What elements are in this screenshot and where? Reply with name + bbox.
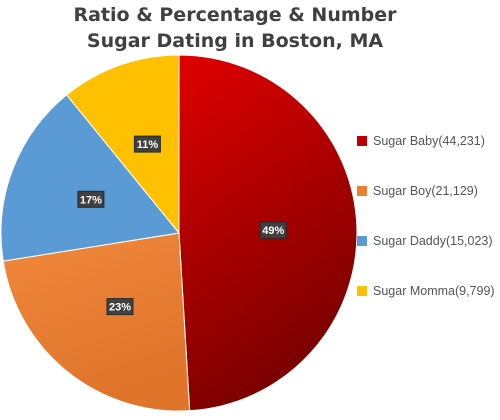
legend-swatch <box>357 136 367 146</box>
chart-title-line-2: Sugar Dating in Boston, MA <box>86 30 384 52</box>
legend-label: Sugar Baby(44,231) <box>373 134 485 148</box>
chart-title: Ratio & Percentage & Number Sugar Dating… <box>0 2 470 54</box>
legend-swatch <box>357 186 367 196</box>
legend-swatch <box>357 236 367 246</box>
legend-label: Sugar Boy(21,129) <box>373 184 478 198</box>
pie-slice-sugar-daddy <box>0 94 180 262</box>
pie-slice-sugar-boy <box>2 232 191 412</box>
data-label-box <box>133 135 161 153</box>
data-label-2: 17% <box>77 190 105 208</box>
data-label-text: 23% <box>109 302 131 314</box>
data-label-3: 11% <box>133 135 161 153</box>
data-label-box <box>77 190 105 208</box>
chart-legend: Sugar Baby(44,231) Sugar Boy(21,129) Sug… <box>357 131 497 331</box>
data-label-0: 49% <box>259 221 287 239</box>
pie-data-labels: 49% 23% 17% 11% <box>77 135 287 316</box>
data-label-text: 49% <box>262 225 284 237</box>
data-label-text: 11% <box>137 139 159 151</box>
legend-item-sugar-daddy: Sugar Daddy(15,023) <box>357 231 497 251</box>
chart-title-line-1: Ratio & Percentage & Number <box>73 4 397 26</box>
data-label-text: 17% <box>80 194 102 206</box>
pie-slice-sugar-momma <box>65 54 180 235</box>
legend-label: Sugar Momma(9,799) <box>373 284 495 298</box>
legend-item-sugar-momma: Sugar Momma(9,799) <box>357 281 497 301</box>
legend-item-sugar-baby: Sugar Baby(44,231) <box>357 131 497 151</box>
legend-item-sugar-boy: Sugar Boy(21,129) <box>357 181 497 201</box>
data-label-box <box>106 298 134 316</box>
data-label-box <box>259 221 287 239</box>
legend-swatch <box>357 286 367 296</box>
data-label-1: 23% <box>106 298 134 316</box>
pie-slices <box>0 54 358 412</box>
legend-label: Sugar Daddy(15,023) <box>373 234 493 248</box>
